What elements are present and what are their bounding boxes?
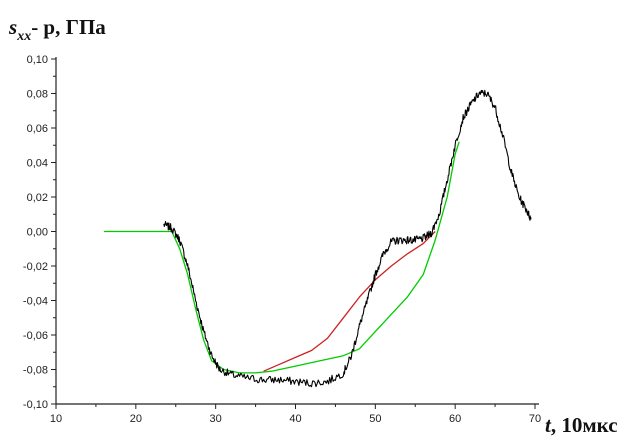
y-tick-label: 0,04 [27,158,48,170]
series-line-1 [104,142,459,373]
x-tick-label: 10 [50,413,62,425]
y-tick-label: 0,08 [27,89,48,101]
y-tick-label: -0,10 [23,399,48,411]
series-line-2 [264,232,436,372]
x-tick-label: 20 [130,413,142,425]
x-tick-label: 40 [289,413,301,425]
x-axis-label: t, 10мкс [545,413,618,437]
y-tick-label: 0,00 [27,227,48,239]
y-tick-label: 0,02 [27,192,48,204]
series-line-3 [164,90,531,386]
chart-axes [56,57,539,404]
x-tick-label: 50 [369,413,381,425]
y-axis-label-main: s [8,15,17,39]
y-axis-label-rest: - p, ГПа [31,15,106,39]
chart-series [104,90,531,386]
y-axis-label-sub: xx [16,29,31,44]
x-tick-label: 30 [210,413,222,425]
y-tick-label: -0,02 [23,261,48,273]
y-tick-label: -0,04 [23,296,48,308]
x-tick-label: 70 [529,413,541,425]
x-tick-label: 60 [449,413,461,425]
y-tick-label: 0,06 [27,123,48,135]
y-tick-label: -0,06 [23,330,48,342]
y-axis-label: sxx- p, ГПа [8,15,106,44]
y-tick-label: -0,08 [23,365,48,377]
y-tick-label: 0,10 [27,54,48,66]
x-axis-label-unit: , 10мкс [551,413,618,437]
